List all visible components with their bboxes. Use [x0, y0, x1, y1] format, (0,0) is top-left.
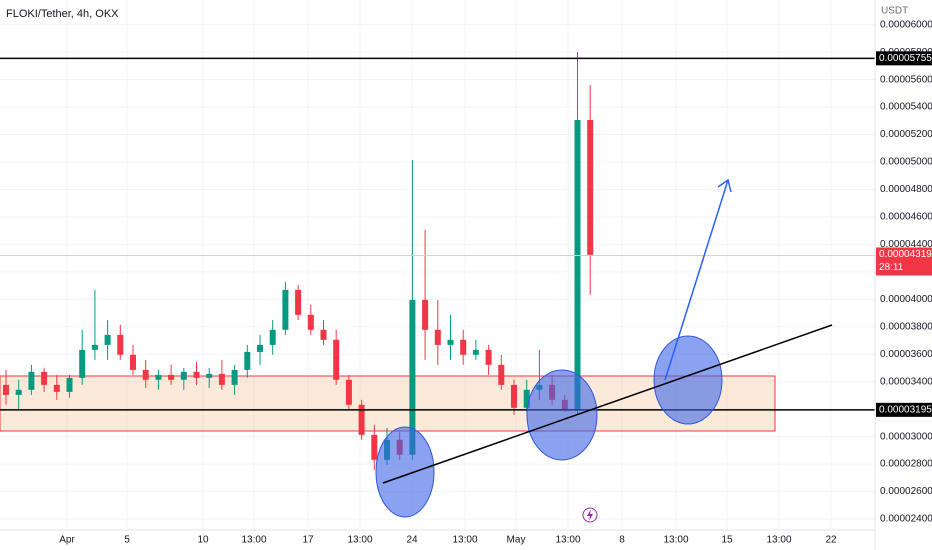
chart-title: FLOKI/Tether, 4h, OKX	[6, 8, 119, 20]
candle-body	[155, 374, 162, 380]
x-tick-label: 13:00	[347, 535, 372, 546]
x-tick-label: 13:00	[241, 535, 266, 546]
candle-body	[104, 334, 111, 345]
x-tick-label: 24	[406, 535, 418, 546]
x-tick-label: 13:00	[663, 535, 688, 546]
candle-body	[66, 377, 73, 392]
x-tick-label: 8	[619, 535, 625, 546]
x-tick-label: 15	[721, 535, 733, 546]
highlight-ellipse	[375, 426, 435, 518]
candle-body	[231, 369, 238, 385]
candle-body	[460, 339, 467, 355]
candle-body	[447, 339, 454, 345]
x-tick-label: May	[507, 535, 526, 546]
event-bolt	[587, 509, 593, 521]
candle-body	[358, 404, 365, 435]
projection-arrow	[664, 179, 729, 381]
candle-body	[79, 349, 86, 378]
level-label: 0.000031951	[879, 404, 932, 415]
level-tag	[876, 51, 932, 66]
arrow-head	[717, 178, 732, 193]
candle-body	[333, 339, 340, 380]
candle-body	[295, 289, 302, 315]
candle-body	[523, 389, 530, 408]
highlight-ellipse	[653, 335, 723, 425]
candle-body	[574, 120, 581, 410]
candle-body	[422, 299, 429, 330]
x-tick-label: 13:00	[555, 535, 580, 546]
x-tick-label: 22	[825, 535, 837, 546]
candle-body	[28, 371, 35, 390]
candle-body	[3, 384, 9, 395]
level-tag	[876, 402, 932, 417]
candle-body	[117, 334, 124, 355]
candle-body	[269, 329, 276, 345]
candle-body	[15, 389, 22, 395]
candle-body	[142, 369, 149, 380]
candle-body	[587, 120, 594, 255]
currency: USDT	[881, 6, 908, 17]
candle-body	[193, 371, 200, 378]
price-label: 0.000043193	[879, 249, 932, 260]
highlight-ellipse	[526, 369, 598, 461]
candle-body	[472, 349, 479, 355]
candle-body	[244, 351, 251, 370]
candle-body	[168, 374, 175, 380]
candle-body	[345, 379, 352, 405]
levels	[0, 57, 875, 411]
x-tick-label: 10	[197, 535, 209, 546]
candle-body	[511, 384, 517, 408]
candle-body	[409, 299, 416, 455]
x-tick-label: 13:00	[452, 535, 477, 546]
x-tick-label: 17	[302, 535, 314, 546]
candle-body	[498, 364, 505, 385]
countdown: 28:11	[879, 262, 904, 273]
candle-body	[282, 289, 289, 330]
candle-body	[53, 384, 60, 392]
candle-body	[206, 373, 213, 378]
candle-body	[91, 344, 98, 350]
x-tick-label: 13:00	[766, 535, 791, 546]
candle-body	[371, 434, 378, 460]
candle-body	[180, 371, 187, 380]
trend-line	[382, 324, 833, 484]
candle-body	[218, 373, 225, 385]
x-tick-label: Apr	[59, 535, 75, 546]
candle-body	[130, 354, 136, 370]
candle-body	[485, 349, 492, 365]
candle-body	[257, 344, 263, 352]
candle-body	[320, 329, 327, 340]
candle-body	[307, 314, 314, 330]
candle-body	[434, 329, 441, 345]
candle-body	[41, 371, 48, 385]
y-tick-label: 0.000060000	[880, 19, 932, 30]
level-label: 0.000057552	[879, 53, 932, 64]
x-tick-label: 5	[124, 535, 130, 546]
price-tag	[876, 247, 932, 276]
